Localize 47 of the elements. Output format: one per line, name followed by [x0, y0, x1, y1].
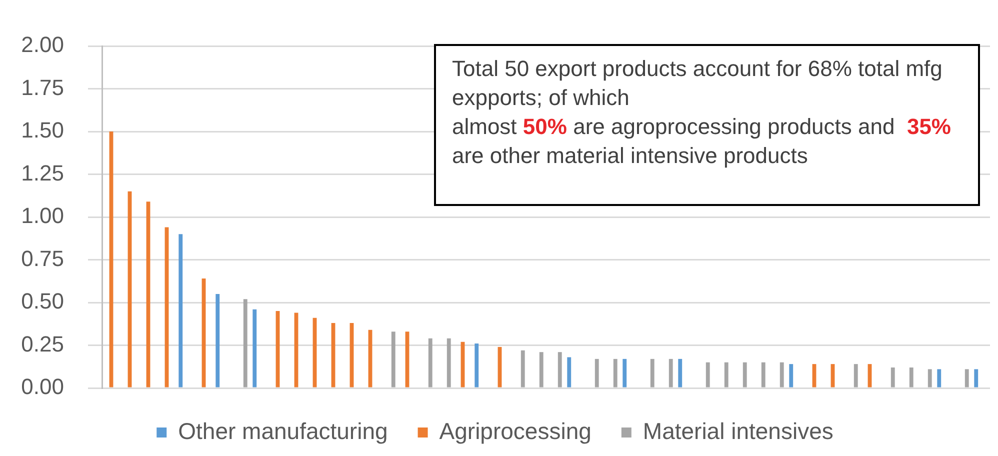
- bar: [594, 358, 599, 388]
- bar: [706, 362, 710, 388]
- bar: [650, 358, 654, 388]
- bar: [539, 352, 544, 388]
- bar: [474, 344, 479, 388]
- legend-label: Agriprocessing: [439, 418, 592, 444]
- y-tick-label: 1.25: [21, 160, 64, 186]
- bar: [780, 362, 784, 388]
- bar: [613, 358, 618, 388]
- bar: [854, 364, 858, 388]
- bar: [830, 364, 835, 388]
- y-tick-label: 1.50: [21, 118, 64, 143]
- y-tick-label: 1.75: [21, 74, 64, 100]
- y-tick-label: 0.00: [21, 374, 64, 400]
- bar: [678, 358, 682, 388]
- bar: [668, 358, 673, 388]
- y-tick-label: 2.00: [21, 32, 64, 58]
- bar: [868, 364, 872, 388]
- bar: [446, 338, 451, 388]
- bar: [520, 350, 525, 388]
- bar: [243, 299, 248, 388]
- bar: [909, 367, 914, 388]
- bar: [178, 234, 183, 388]
- bar: [567, 357, 572, 388]
- legend-label: Material intensives: [642, 418, 834, 444]
- bar: [391, 332, 396, 388]
- bar: [812, 364, 816, 388]
- bar: [974, 369, 978, 388]
- bar: [928, 369, 932, 388]
- bar: [216, 294, 220, 388]
- text-box: Total 50 export products account for 68% total mfg expports; of which almost 50% are agroprocessing products and 35% are other material intensive products: [434, 44, 980, 206]
- bar: [724, 362, 728, 388]
- y-tick-label: 1.00: [21, 203, 64, 228]
- bar: [622, 358, 627, 388]
- y-tick-label: 0.25: [21, 331, 64, 356]
- bar: [558, 352, 562, 388]
- bar: [742, 362, 747, 388]
- legend-label: Other manufacturing: [178, 418, 388, 444]
- bar: [964, 369, 969, 388]
- bar: [937, 369, 942, 388]
- bar: [890, 367, 895, 388]
- bar: [252, 309, 257, 388]
- y-tick-label: 0.50: [21, 288, 64, 314]
- bar: [761, 362, 766, 388]
- bar: [428, 338, 432, 388]
- bar: [789, 364, 794, 388]
- y-tick-label: 0.75: [21, 246, 64, 271]
